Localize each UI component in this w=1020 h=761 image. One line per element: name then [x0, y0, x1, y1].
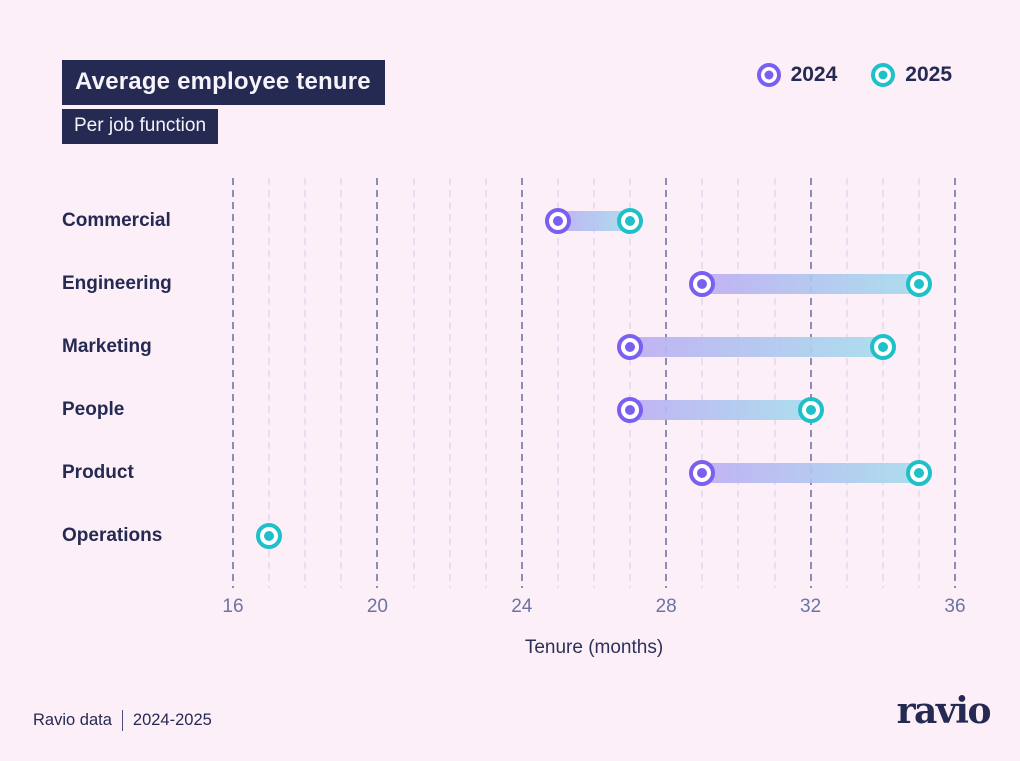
minor-gridline [340, 178, 343, 588]
footer-daterange: 2024-2025 [132, 711, 212, 729]
data-point-dot [625, 342, 636, 352]
legend-marker-2025-icon [871, 63, 896, 87]
chart-title: Average employee tenure [62, 60, 385, 105]
x-tick-label: 28 [655, 596, 677, 617]
x-tick-label: 24 [511, 596, 533, 617]
data-point-2025 [617, 208, 644, 234]
minor-gridline [304, 178, 307, 588]
major-gridline [376, 178, 379, 588]
data-point-2024 [544, 208, 571, 234]
minor-gridline [593, 178, 595, 588]
data-point-dot [697, 468, 708, 478]
data-point-dot [877, 342, 888, 352]
data-point-2024 [689, 460, 716, 486]
data-point-2025 [905, 460, 932, 486]
category-label: People [62, 399, 125, 420]
data-point-2024 [617, 397, 644, 423]
major-gridline [520, 178, 523, 588]
ravio-logo: ravio [896, 690, 992, 732]
data-point-dot [552, 216, 563, 226]
data-point-2025 [256, 523, 283, 549]
minor-gridline [448, 178, 451, 588]
category-label: Marketing [62, 336, 152, 357]
minor-gridline [701, 178, 704, 588]
data-point-dot [805, 405, 816, 415]
category-label: Product [62, 462, 134, 483]
chart-subtitle: Per job function [62, 109, 219, 144]
minor-gridline [881, 178, 884, 588]
legend: 2024 2025 [756, 63, 952, 87]
data-point-2025 [797, 397, 824, 423]
title-block: Average employee tenure Per job function [62, 60, 385, 144]
data-point-dot [913, 468, 924, 478]
footer-separator [121, 710, 123, 731]
connector-bar [702, 463, 919, 483]
major-gridline [232, 178, 234, 588]
x-tick-label: 16 [222, 596, 244, 617]
minor-gridline [737, 178, 740, 588]
data-point-2024 [689, 271, 716, 297]
data-point-2024 [617, 334, 644, 360]
x-axis-title: Tenure (months) [524, 637, 664, 658]
data-point-2025 [869, 334, 896, 360]
legend-label-2024: 2024 [790, 63, 838, 86]
data-point-dot [697, 279, 708, 289]
footer-source: Ravio data [33, 711, 112, 729]
legend-item-2025: 2025 [871, 63, 952, 87]
legend-label-2025: 2025 [905, 63, 952, 86]
connector-bar [630, 337, 883, 357]
major-gridline [954, 178, 956, 588]
x-tick-label: 32 [800, 596, 822, 617]
category-label: Operations [62, 525, 163, 546]
connector-bar [630, 400, 811, 420]
minor-gridline [556, 178, 559, 588]
minor-gridline [412, 178, 415, 588]
minor-gridline [773, 178, 776, 588]
x-tick-label: 36 [944, 596, 966, 617]
connector-bar [557, 211, 631, 231]
data-point-dot [264, 531, 275, 541]
minor-gridline [629, 178, 632, 588]
major-gridline [665, 178, 668, 588]
minor-gridline [917, 178, 920, 588]
data-point-dot [625, 216, 636, 226]
data-point-dot [625, 405, 636, 415]
legend-marker-2024-icon [756, 63, 781, 87]
major-gridline [809, 178, 812, 588]
category-label: Engineering [62, 273, 172, 294]
minor-gridline [484, 178, 487, 588]
category-label: Commercial [62, 210, 171, 231]
data-point-dot [913, 279, 924, 289]
x-tick-label: 20 [366, 596, 388, 617]
data-point-2025 [905, 271, 932, 297]
footer: Ravio data 2024-2025 [33, 710, 212, 731]
legend-item-2024: 2024 [756, 63, 838, 87]
minor-gridline [845, 178, 848, 588]
minor-gridline [268, 178, 271, 588]
connector-bar [702, 274, 919, 294]
